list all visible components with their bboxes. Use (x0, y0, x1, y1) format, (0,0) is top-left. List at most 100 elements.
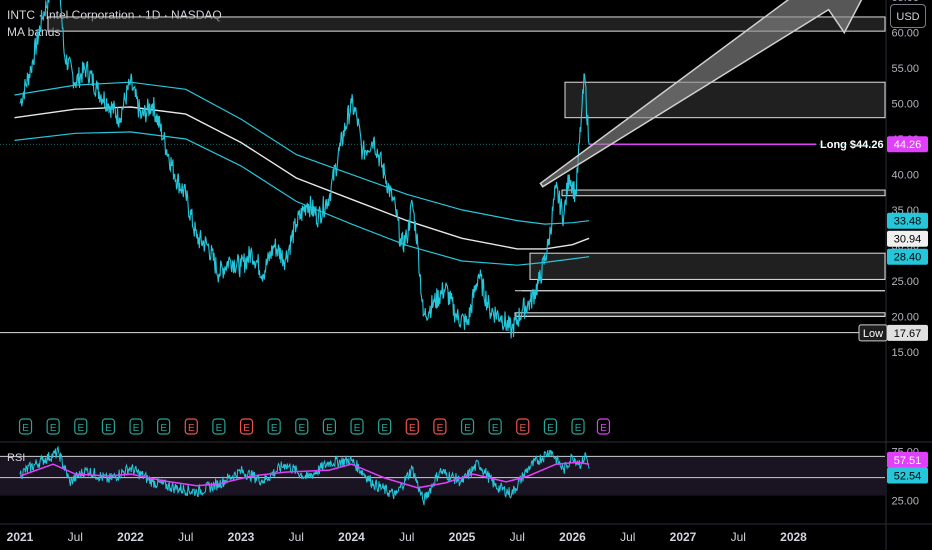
time-tick: Jul (399, 530, 414, 544)
earnings-letter: E (105, 423, 112, 434)
earnings-badge (129, 418, 143, 435)
rsi-value-tag-bg (887, 451, 928, 468)
time-tick: 2021 (7, 530, 34, 544)
earnings-marker-2[interactable]: E (46, 418, 60, 435)
time-tick: Jul (620, 530, 635, 544)
earnings-badge (18, 418, 33, 435)
earnings-letter: E (519, 423, 526, 434)
earnings-badge (460, 418, 475, 435)
earnings-marker-9[interactable]: E (239, 418, 254, 435)
ma-mid-line (14, 106, 590, 250)
earnings-letter: E (243, 423, 250, 434)
zone-box (561, 189, 886, 197)
earnings-marker-22[interactable]: E (596, 418, 611, 435)
price-tick: 25.00 (891, 276, 919, 288)
earnings-marker-14[interactable]: E (378, 418, 392, 435)
rsi-line (19, 445, 590, 506)
time-tick: 2026 (559, 530, 586, 544)
earnings-badge (101, 418, 116, 435)
zone-box (564, 81, 886, 119)
earnings-badge (322, 418, 336, 435)
indicator-name: MA bands (7, 25, 61, 39)
earnings-marker-8[interactable]: E (212, 418, 226, 435)
earnings-marker-10[interactable]: E (267, 418, 281, 435)
time-tick: Jul (68, 530, 83, 544)
zone-box (514, 312, 886, 317)
earnings-marker-4[interactable]: E (101, 418, 116, 435)
price-tick: 55.00 (891, 63, 919, 75)
mid-ma-tag-text: 30.94 (894, 234, 922, 246)
earnings-marker-3[interactable]: E (74, 418, 88, 435)
earnings-badge (488, 418, 502, 435)
long-value-tag-bg (887, 136, 928, 153)
rsi-ma-value-tag-text: 52.54 (894, 470, 922, 482)
earnings-marker-20[interactable]: E (543, 418, 558, 435)
time-tick: 2024 (338, 530, 365, 544)
earnings-badge (157, 418, 171, 435)
earnings-badge (212, 418, 226, 435)
price-tick: 50.00 (891, 99, 919, 111)
price-series-line (19, 0, 590, 339)
earnings-letter: E (600, 423, 607, 434)
earnings-marker-12[interactable]: E (322, 418, 336, 435)
target-arrow (539, 0, 863, 188)
earnings-letter: E (547, 423, 554, 434)
earnings-letter: E (50, 423, 57, 434)
price-tick: 15.00 (891, 347, 919, 359)
earnings-letter: E (271, 423, 278, 434)
time-tick: Jul (510, 530, 525, 544)
rsi-band-fill (0, 456, 885, 496)
earnings-badge (378, 418, 392, 435)
earnings-badge (571, 418, 585, 435)
earnings-letter: E (77, 423, 84, 434)
earnings-badge (267, 418, 281, 435)
lower-band-tag-bg (887, 248, 928, 265)
earnings-badge (350, 418, 364, 435)
earnings-marker-16[interactable]: E (433, 418, 447, 435)
earnings-letter: E (188, 423, 195, 434)
earnings-badge (516, 418, 530, 435)
earnings-marker-11[interactable]: E (295, 418, 309, 435)
earnings-badge (239, 418, 254, 435)
earnings-marker-19[interactable]: E (516, 418, 530, 435)
earnings-marker-7[interactable]: E (184, 418, 198, 435)
earnings-letter: E (381, 423, 388, 434)
earnings-letter: E (492, 423, 499, 434)
lower-band-tag: 28.40 (887, 248, 928, 265)
earnings-letter: E (437, 423, 444, 434)
earnings-marker-1[interactable]: E (18, 418, 33, 435)
lower-band-tag-text: 28.40 (894, 252, 922, 264)
earnings-marker-17[interactable]: E (460, 418, 475, 435)
time-tick: 2028 (780, 530, 807, 544)
long-value-tag-text: 44.26 (894, 139, 922, 151)
long-position-label: Long $44.26 (820, 139, 884, 151)
ma-lower-band (14, 131, 590, 266)
earnings-marker-6[interactable]: E (157, 418, 171, 435)
earnings-letter: E (354, 423, 361, 434)
currency-button[interactable]: USD (890, 4, 926, 28)
rsi-ma-line (19, 461, 590, 489)
earnings-marker-21[interactable]: E (571, 418, 585, 435)
rsi-value-tag-text: 57.51 (894, 455, 922, 467)
earnings-marker-13[interactable]: E (350, 418, 364, 435)
upper-band-tag-bg (887, 212, 928, 229)
time-tick: Jul (289, 530, 304, 544)
price-tick: 65.00 (891, 0, 919, 4)
earnings-letter: E (409, 423, 416, 434)
earnings-letter: E (464, 423, 471, 434)
time-tick: 2025 (449, 530, 476, 544)
ma-upper-band (14, 81, 590, 225)
low-value-tag-bg (887, 324, 928, 341)
earnings-marker-18[interactable]: E (488, 418, 502, 435)
long-value-tag: 44.26 (887, 136, 928, 153)
earnings-badge (596, 418, 611, 435)
price-tick: 60.00 (891, 28, 919, 40)
earnings-marker-15[interactable]: E (405, 418, 419, 435)
earnings-badge (184, 418, 198, 435)
earnings-letter: E (326, 423, 333, 434)
earnings-badge (543, 418, 558, 435)
earnings-marker-5[interactable]: E (129, 418, 143, 435)
low-value-tag: 17.67 (887, 324, 928, 341)
earnings-letter: E (298, 423, 305, 434)
